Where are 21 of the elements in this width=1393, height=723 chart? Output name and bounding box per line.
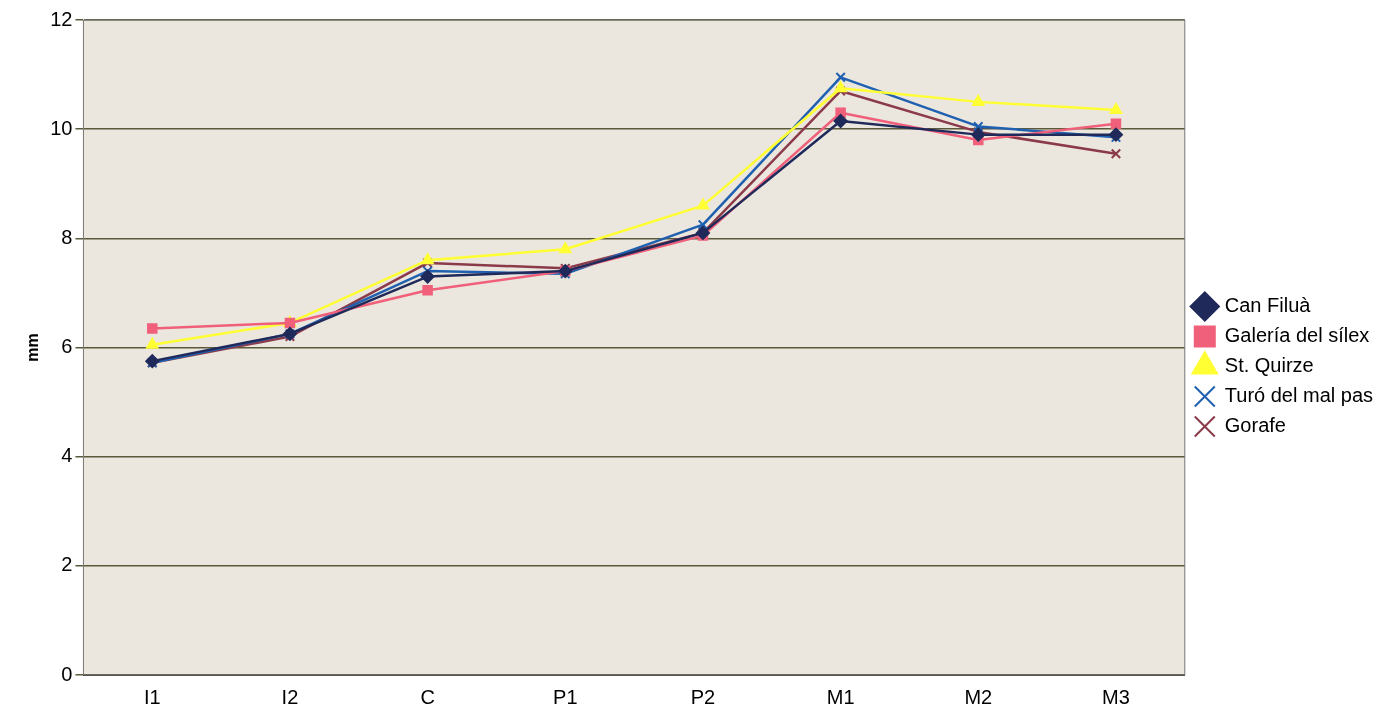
x-tick-label: P1	[553, 685, 578, 708]
y-tick-label: 10	[50, 116, 73, 139]
y-tick-label: 8	[61, 225, 73, 248]
x-tick-label: I1	[143, 685, 161, 708]
legend-label: Turó del mal pas	[1224, 384, 1374, 407]
x-tick-label: M3	[1102, 685, 1130, 708]
x-tick-label: P2	[690, 685, 716, 708]
y-tick-label: 2	[61, 553, 73, 576]
x-tick-label: M1	[826, 685, 855, 708]
legend-label: Galería del sílex	[1224, 324, 1370, 347]
y-axis-title: mm	[24, 333, 42, 362]
legend-label: Gorafe	[1224, 414, 1286, 437]
x-tick-label: M2	[964, 685, 993, 708]
y-tick-label: 4	[61, 444, 73, 467]
y-tick-label: 0	[61, 662, 73, 685]
legend-label: St. Quirze	[1224, 354, 1314, 377]
legend-label: Can Filuà	[1224, 294, 1312, 317]
y-tick-label: 6	[61, 335, 73, 358]
y-tick-label: 12	[50, 7, 73, 30]
x-tick-label: C	[420, 685, 435, 708]
x-tick-label: I2	[281, 685, 299, 708]
